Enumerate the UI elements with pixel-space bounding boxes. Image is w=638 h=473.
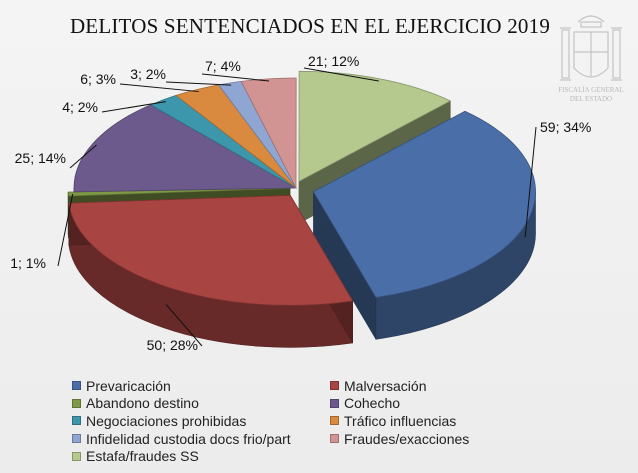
leader-line-8 bbox=[303, 67, 379, 82]
pie-slice-7 bbox=[240, 77, 297, 189]
crest-caption-line2: DEL ESTADO bbox=[569, 95, 613, 103]
legend-label-0: Prevaricación bbox=[86, 377, 171, 394]
leader-line-3 bbox=[69, 144, 97, 169]
legend-label-2: Abandono destino bbox=[86, 395, 199, 412]
data-label-5: 6; 3% bbox=[80, 71, 116, 87]
crest-logo bbox=[560, 15, 622, 81]
data-label-3: 25; 14% bbox=[15, 150, 66, 166]
leader-line-1 bbox=[165, 304, 203, 347]
pie-tops bbox=[67, 70, 536, 306]
data-label-1: 50; 28% bbox=[147, 337, 198, 353]
legend-item-7: Fraudes/exacciones bbox=[330, 430, 552, 448]
legend-item-1: Malversación bbox=[330, 377, 552, 395]
leader-line-4 bbox=[101, 101, 166, 113]
crest-caption: FISCALÍA GENERAL DEL ESTADO bbox=[545, 86, 637, 104]
data-label-0: 59; 34% bbox=[540, 119, 591, 135]
leader-line-7 bbox=[201, 73, 270, 82]
legend-swatch-7 bbox=[330, 434, 339, 444]
pie-slice-8 bbox=[298, 70, 452, 182]
pie-slice-3 bbox=[73, 104, 298, 193]
legend-label-5: Tráfico influencias bbox=[344, 412, 457, 429]
legend-swatch-2 bbox=[72, 398, 81, 408]
legend-swatch-3 bbox=[330, 398, 339, 408]
pie-slice-2 bbox=[67, 187, 291, 197]
leader-lines bbox=[57, 67, 537, 347]
data-label-8: 21; 12% bbox=[308, 53, 359, 69]
legend-item-4: Negociaciones prohibidas bbox=[72, 412, 330, 430]
legend-item-2: Abandono destino bbox=[72, 395, 330, 413]
data-label-4: 4; 2% bbox=[62, 99, 98, 115]
leader-line-0 bbox=[524, 126, 537, 238]
legend-item-0: Prevaricación bbox=[72, 377, 330, 395]
legend-swatch-5 bbox=[330, 416, 339, 426]
legend-label-7: Fraudes/exacciones bbox=[344, 430, 470, 447]
data-label-2: 1; 1% bbox=[10, 255, 46, 271]
legend-item-8: Estafa/fraudes SS bbox=[72, 447, 330, 465]
legend-swatch-1 bbox=[330, 381, 339, 391]
legend-swatch-4 bbox=[72, 416, 81, 426]
legend-label-1: Malversación bbox=[344, 377, 427, 394]
legend-swatch-6 bbox=[72, 434, 81, 444]
legend: Prevaricación Malversación Abandono destin… bbox=[72, 377, 552, 465]
crest-caption-line1: FISCALÍA GENERAL bbox=[558, 86, 624, 94]
leader-line-6 bbox=[165, 81, 232, 86]
legend-label-6: Infidelidad custodia docs frio/part bbox=[86, 430, 291, 447]
leader-line-2 bbox=[57, 193, 74, 267]
pie-slice-1 bbox=[68, 194, 354, 306]
legend-label-4: Negociaciones prohibidas bbox=[86, 412, 247, 429]
legend-label-8: Estafa/fraudes SS bbox=[86, 448, 199, 465]
legend-swatch-0 bbox=[72, 381, 81, 391]
legend-item-5: Tráfico influencias bbox=[330, 412, 552, 430]
pie-slice-0 bbox=[312, 110, 536, 298]
chart-title: DELITOS SENTENCIADOS EN EL EJERCICIO 201… bbox=[69, 14, 551, 38]
leader-line-5 bbox=[119, 83, 199, 93]
data-label-6: 3; 2% bbox=[130, 66, 166, 82]
legend-label-3: Cohecho bbox=[344, 395, 401, 412]
data-label-7: 7; 4% bbox=[205, 58, 241, 74]
data-labels: 59; 34% 50; 28% 1; 1% 25; 14% 4; 2% 6; 3% 3; 2… bbox=[10, 53, 591, 353]
legend-item-6: Infidelidad custodia docs frio/part bbox=[72, 430, 330, 448]
legend-item-3: Cohecho bbox=[330, 395, 552, 413]
legend-swatch-8 bbox=[72, 451, 81, 461]
